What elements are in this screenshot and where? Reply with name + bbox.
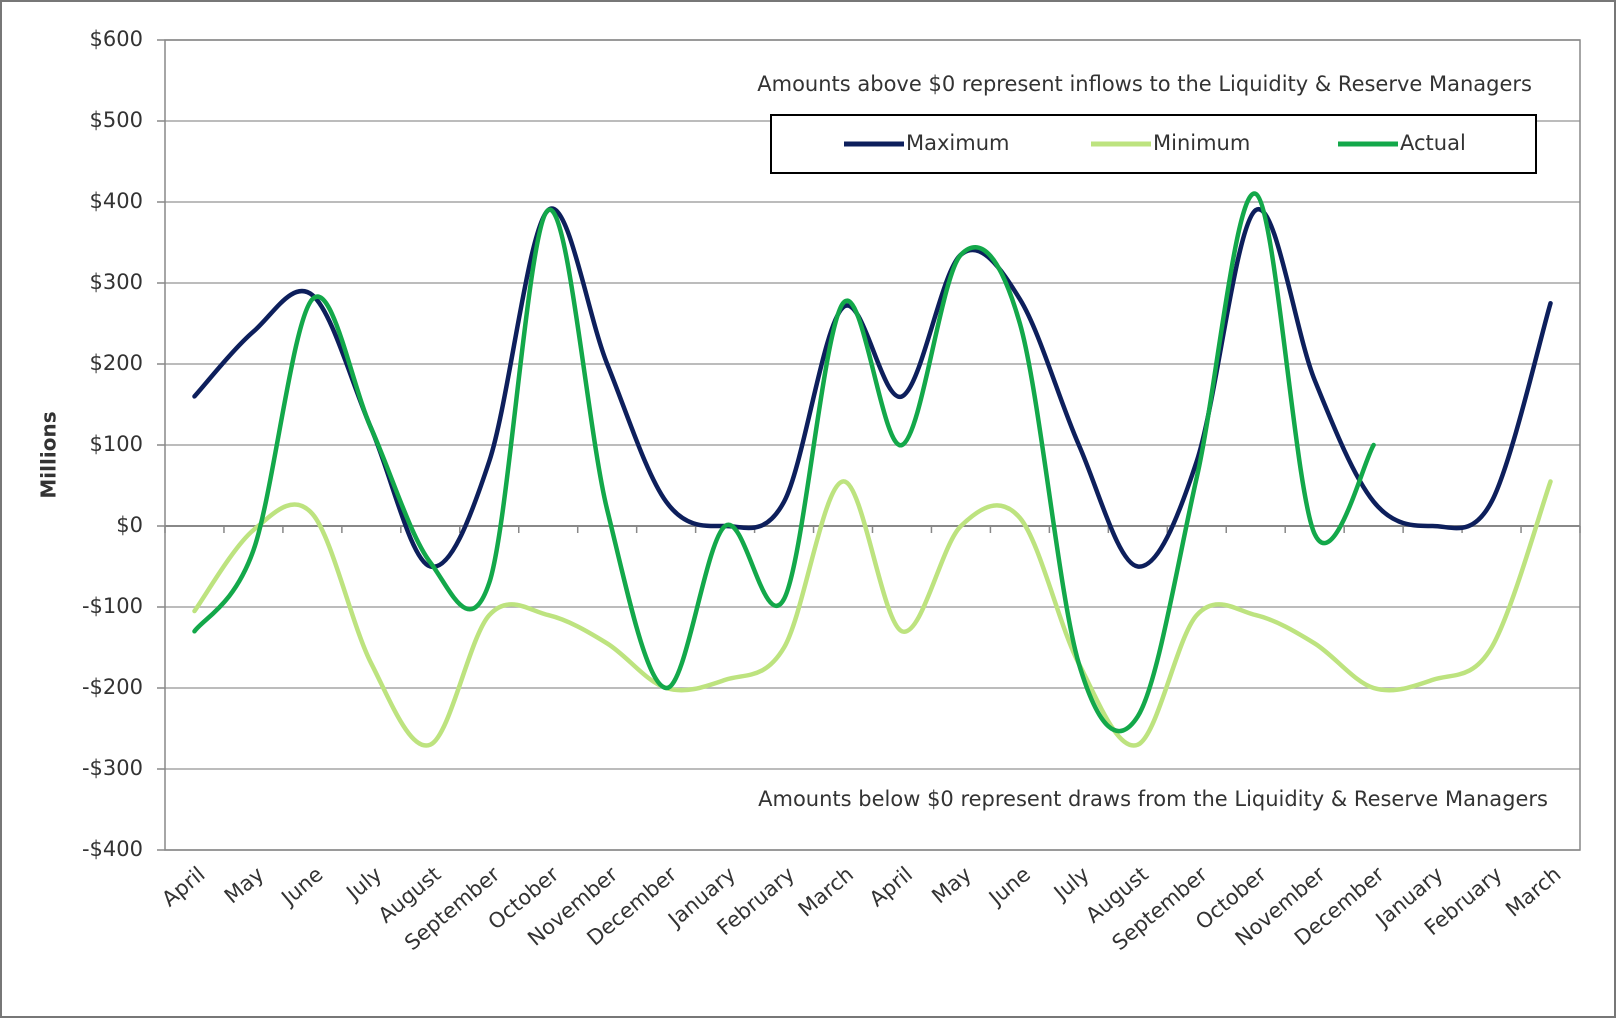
legend-label: Actual	[1400, 131, 1466, 155]
y-tick-label: $400	[90, 189, 143, 213]
legend-label: Maximum	[906, 131, 1009, 155]
y-tick-label: -$200	[82, 675, 143, 699]
y-tick-label: $500	[90, 108, 143, 132]
y-tick-label: -$100	[82, 594, 143, 618]
y-tick-label: -$300	[82, 756, 143, 780]
annotation: Amounts below $0 represent draws from th…	[758, 787, 1548, 811]
y-tick-label: $0	[116, 513, 143, 537]
plot-border	[164, 39, 1581, 851]
y-tick-label: $100	[90, 432, 143, 456]
annotation: Amounts above $0 represent inflows to th…	[757, 72, 1532, 96]
y-tick-label: $300	[90, 270, 143, 294]
y-axis-label: Millions	[37, 411, 61, 498]
y-tick-label: $600	[90, 27, 143, 51]
legend-label: Minimum	[1153, 131, 1250, 155]
y-tick-label: -$400	[82, 837, 143, 861]
y-tick-label: $200	[90, 351, 143, 375]
series-line	[192, 479, 1553, 748]
series-line	[192, 191, 1376, 734]
